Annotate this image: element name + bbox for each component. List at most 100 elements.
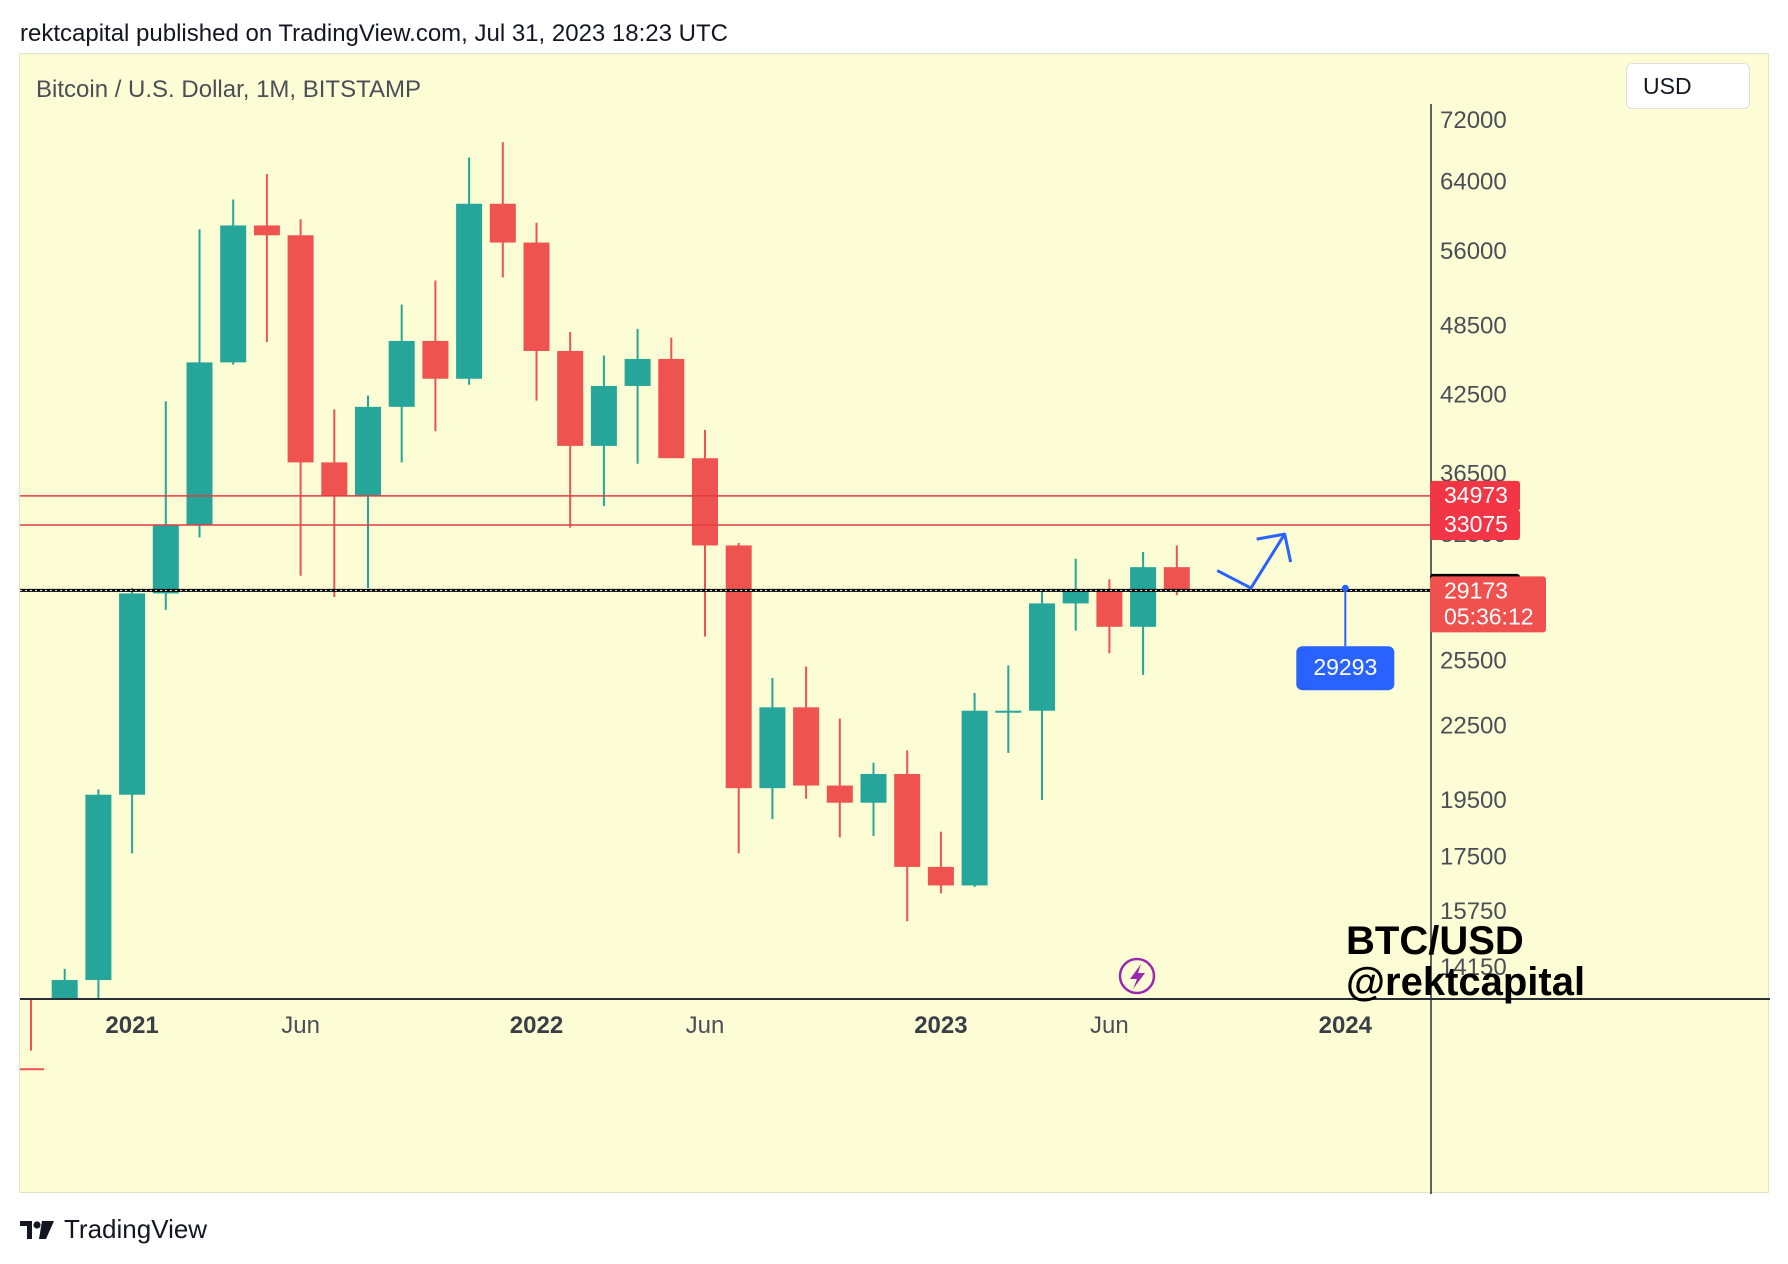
price-tag-resistance: 33075 bbox=[1430, 509, 1520, 540]
candle-body bbox=[961, 710, 988, 886]
candle-body bbox=[1062, 588, 1089, 604]
candle-body bbox=[456, 203, 483, 379]
price-tick-label: 25500 bbox=[1440, 647, 1507, 674]
candle bbox=[355, 395, 381, 589]
candle bbox=[759, 678, 786, 820]
price-tag-resistance: 34973 bbox=[1430, 480, 1520, 511]
candle bbox=[20, 999, 44, 1071]
candle-body bbox=[287, 235, 314, 463]
price-tag-text: 34973 bbox=[1444, 482, 1508, 508]
publisher-line: rektcapital published on TradingView.com… bbox=[20, 20, 728, 47]
candle bbox=[590, 355, 617, 507]
candle-body bbox=[1096, 588, 1123, 627]
price-tick-label: 48500 bbox=[1440, 313, 1507, 340]
candle bbox=[1062, 558, 1089, 631]
price-tag-box bbox=[1430, 480, 1520, 511]
candle-body bbox=[995, 710, 1022, 713]
candle-body bbox=[826, 785, 853, 803]
candle-body bbox=[590, 385, 617, 446]
time-tick-label: Jun bbox=[686, 1012, 725, 1039]
candle bbox=[725, 542, 752, 854]
candle-body bbox=[658, 358, 685, 459]
candle-body bbox=[152, 524, 179, 594]
price-tick-label: 56000 bbox=[1440, 238, 1507, 265]
price-tick-label: 17500 bbox=[1440, 843, 1507, 870]
candle bbox=[995, 665, 1022, 753]
candle bbox=[220, 199, 247, 365]
time-tick-label: Jun bbox=[1090, 1012, 1129, 1039]
candle-body bbox=[1029, 603, 1055, 711]
candle-body bbox=[793, 707, 820, 786]
price-tag-countdown: 05:36:12 bbox=[1444, 603, 1534, 629]
annotation-pair: BTC/USD bbox=[1346, 919, 1524, 963]
candle-body bbox=[894, 774, 921, 867]
price-tick-label: 22500 bbox=[1440, 713, 1507, 740]
candle-body bbox=[1130, 567, 1157, 627]
candle bbox=[51, 968, 78, 999]
candle-body bbox=[321, 462, 348, 496]
candle-body bbox=[220, 225, 247, 363]
candle-body bbox=[20, 1068, 44, 1071]
measure-label-box bbox=[1296, 646, 1395, 691]
price-tag-box bbox=[1430, 509, 1520, 540]
candle bbox=[860, 762, 887, 836]
price-tag-box bbox=[1430, 576, 1546, 633]
candle-body bbox=[523, 242, 550, 351]
candle-body bbox=[725, 545, 752, 789]
candle-body bbox=[692, 458, 718, 546]
measure-label-text: 29293 bbox=[1313, 654, 1377, 680]
candle bbox=[321, 409, 348, 598]
time-tick-label: 2024 bbox=[1319, 1012, 1373, 1039]
projection-arrow-head bbox=[1256, 532, 1293, 563]
measure-point bbox=[1341, 584, 1349, 592]
lightning-icon bbox=[1118, 957, 1156, 995]
footer-logo[interactable]: TradingView bbox=[20, 1214, 207, 1245]
chart-panel[interactable]: 29293 7200064000560004850042500365003250… bbox=[19, 53, 1770, 1194]
price-tick-label: 64000 bbox=[1440, 168, 1507, 195]
price-tag-text: 33075 bbox=[1444, 511, 1508, 537]
candle bbox=[253, 174, 280, 343]
candle bbox=[658, 337, 685, 459]
candle bbox=[388, 304, 415, 463]
candle bbox=[961, 693, 988, 888]
candle bbox=[1029, 589, 1055, 801]
candle bbox=[186, 229, 213, 538]
time-tick-label: 2023 bbox=[914, 1012, 967, 1039]
candle bbox=[1163, 545, 1190, 596]
candle bbox=[287, 219, 314, 576]
candle-body bbox=[759, 707, 786, 789]
candle bbox=[1096, 579, 1123, 654]
candle bbox=[152, 401, 179, 610]
candle bbox=[456, 157, 483, 385]
candle-body bbox=[624, 358, 651, 386]
candle bbox=[624, 328, 651, 464]
candle-body bbox=[927, 866, 954, 886]
time-tick-label: 2022 bbox=[510, 1012, 563, 1039]
candle-body bbox=[51, 980, 78, 999]
projection-arrow bbox=[1216, 533, 1286, 590]
candle bbox=[894, 750, 921, 922]
time-tick-label: Jun bbox=[281, 1012, 320, 1039]
candle-body bbox=[253, 225, 280, 236]
tradingview-logo-icon bbox=[20, 1220, 54, 1239]
candlestick-chart[interactable]: 29293 7200064000560004850042500365003250… bbox=[20, 54, 1770, 1194]
candle-body bbox=[557, 350, 584, 446]
candle bbox=[119, 588, 146, 854]
currency-button[interactable]: USD bbox=[1626, 63, 1750, 109]
candle bbox=[1130, 552, 1157, 675]
price-tick-label: 19500 bbox=[1440, 787, 1507, 814]
symbol-title: Bitcoin / U.S. Dollar, 1M, BITSTAMP bbox=[36, 76, 421, 103]
price-tick-label: 42500 bbox=[1440, 381, 1507, 408]
candle bbox=[85, 789, 112, 999]
candle-body bbox=[119, 593, 146, 795]
price-tag-text: 29173 bbox=[1444, 577, 1508, 603]
candle-body bbox=[422, 340, 449, 379]
candle bbox=[826, 718, 853, 838]
candle bbox=[523, 222, 550, 401]
candle-body bbox=[860, 774, 887, 803]
candle bbox=[422, 280, 449, 432]
candle bbox=[489, 142, 516, 278]
time-tick-label: 2021 bbox=[105, 1012, 158, 1039]
footer-logo-text: TradingView bbox=[64, 1214, 208, 1244]
